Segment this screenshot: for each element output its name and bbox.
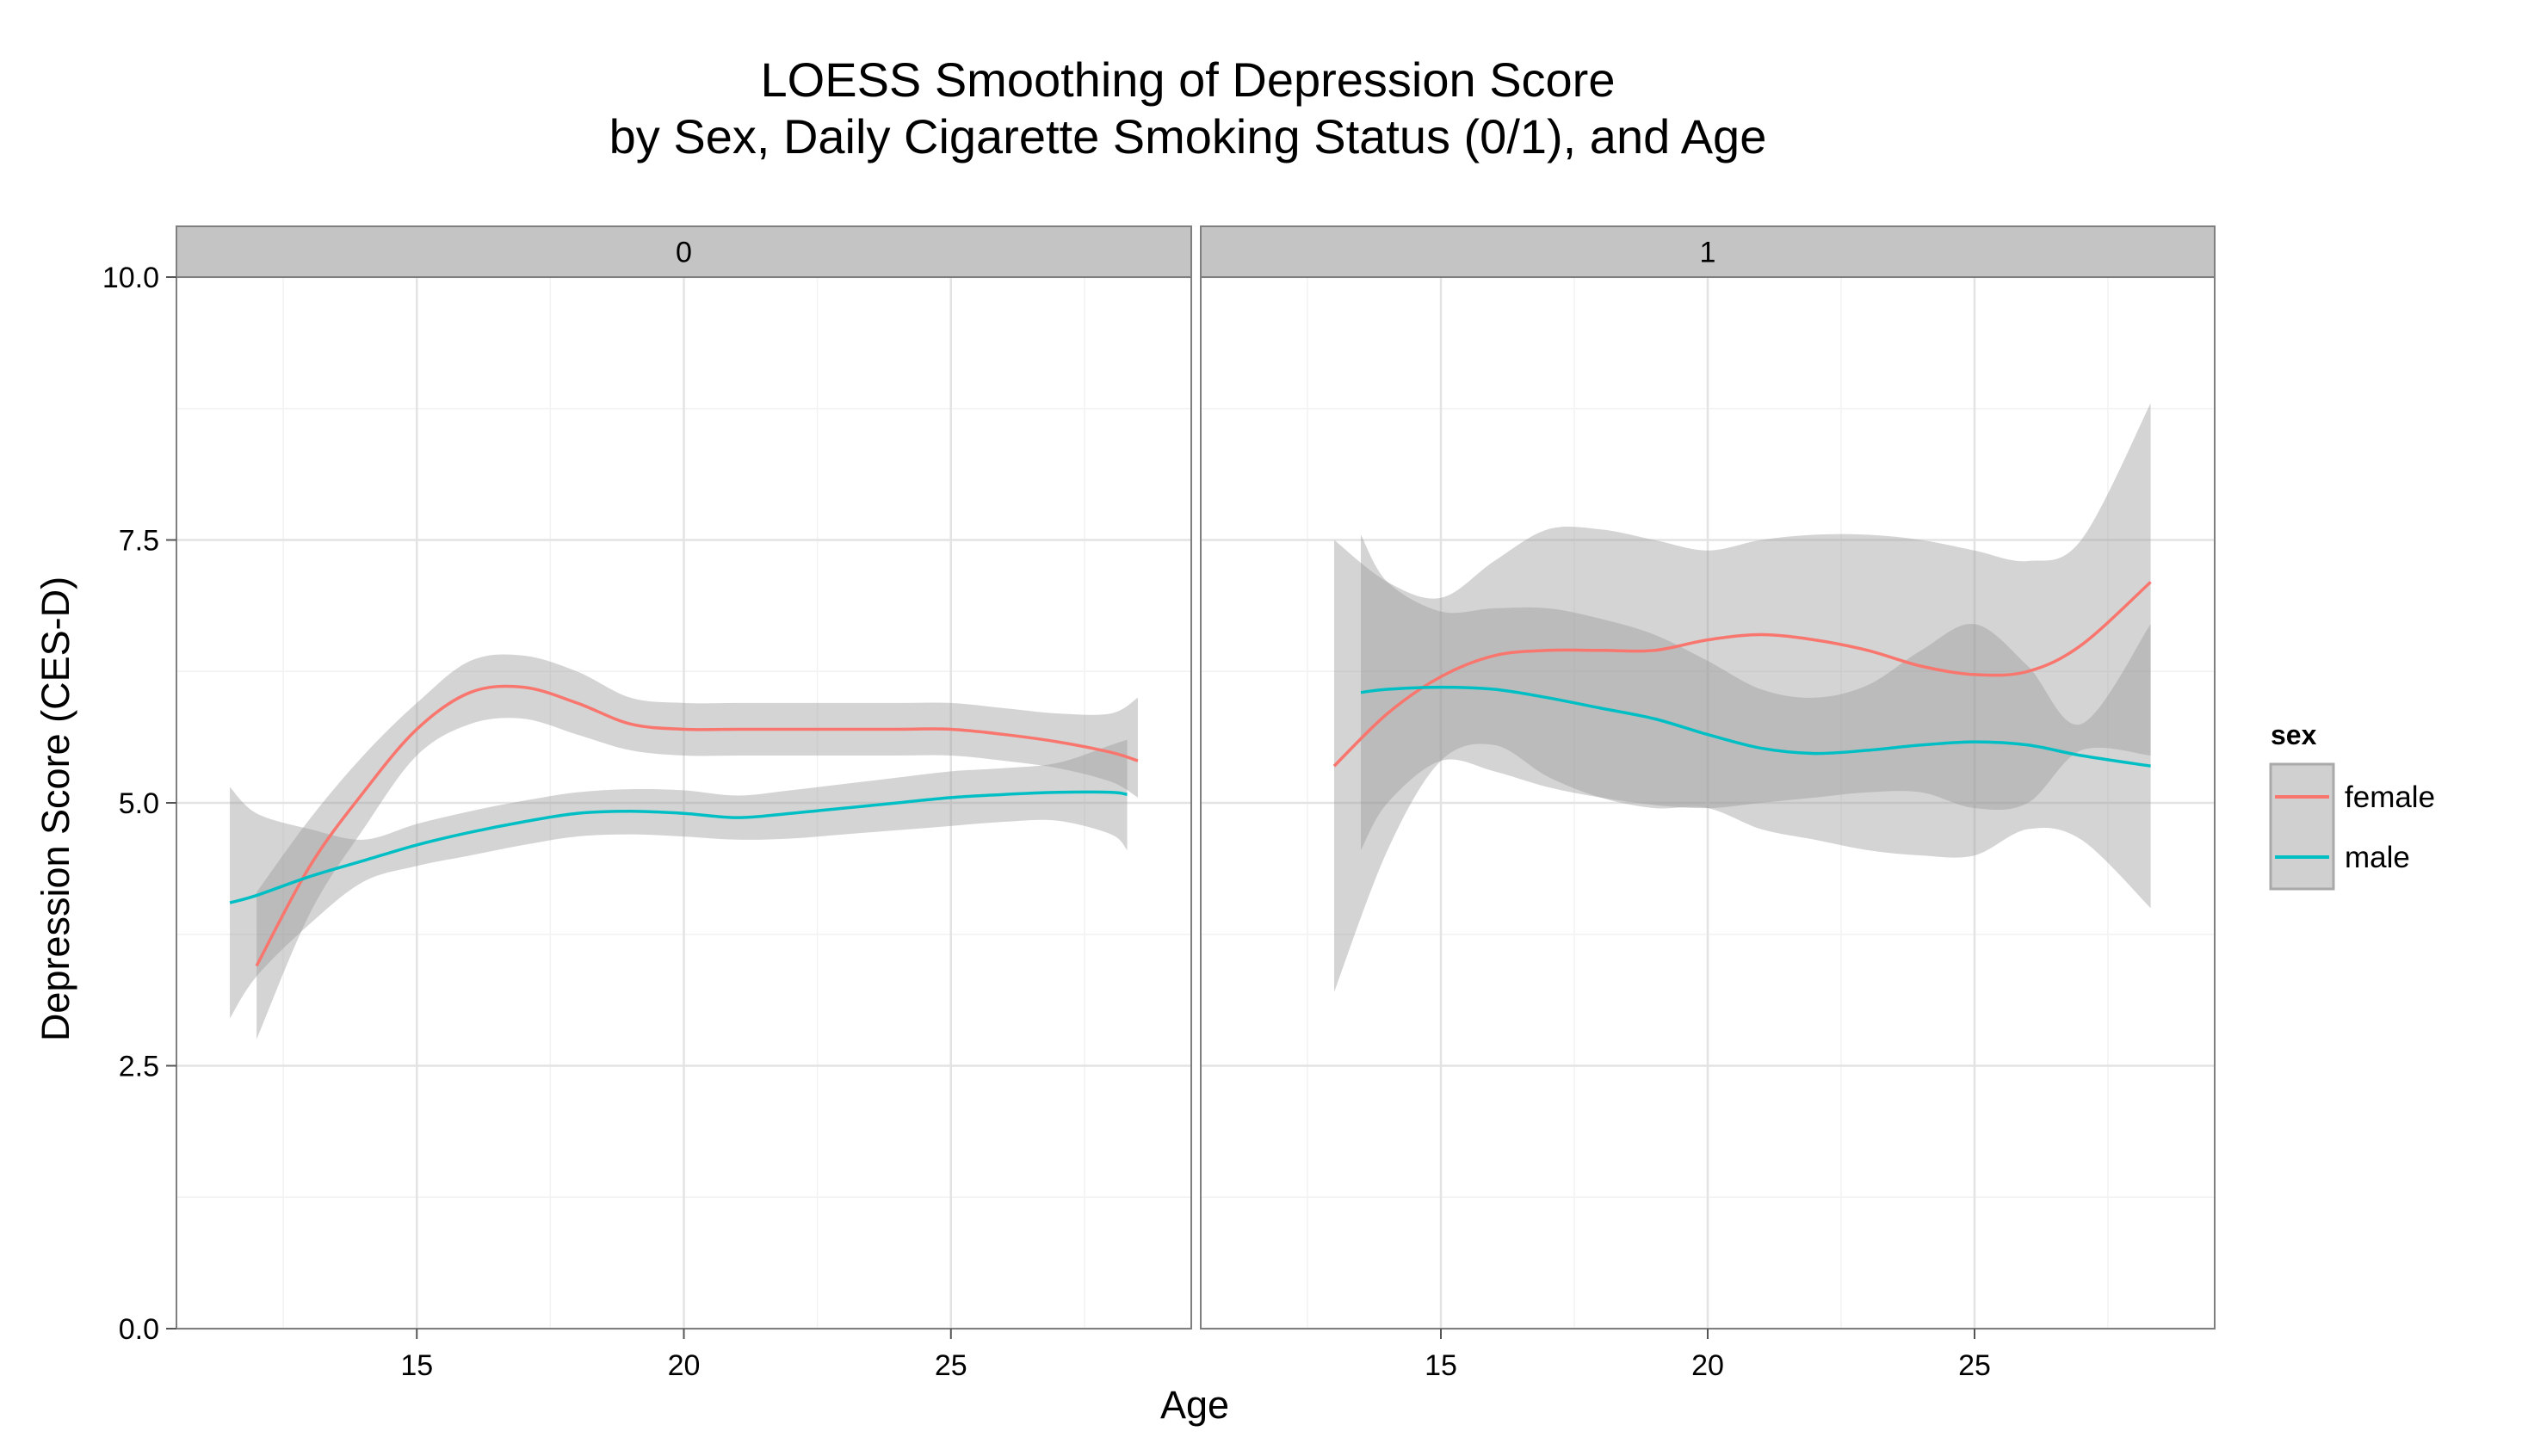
y-tick-label: 7.5 <box>119 525 159 558</box>
y-tick-label: 0.0 <box>119 1313 159 1346</box>
line-female <box>255 684 1139 967</box>
x-tick-label: 15 <box>400 1349 433 1382</box>
x-tick-label: 25 <box>1958 1349 1991 1382</box>
x-tick-label: 15 <box>1425 1349 1457 1382</box>
x-axis-label: Age <box>1160 1383 1229 1427</box>
legend-key-box <box>2269 762 2335 891</box>
legend-title: sex <box>2271 719 2317 750</box>
panel-0: 0 15 20 25 <box>176 225 1192 1382</box>
facet-strip <box>1200 225 2216 278</box>
x-tick-label: 25 <box>935 1349 967 1382</box>
chart-title-line-1: LOESS Smoothing of Depression Score <box>761 52 1616 107</box>
line-male <box>229 790 1128 904</box>
ribbon-female <box>1334 403 2151 992</box>
ribbon-male <box>1361 534 2151 850</box>
legend-label-male: male <box>2345 841 2410 874</box>
x-tick-label: 20 <box>1691 1349 1724 1382</box>
x-tick-label: 20 <box>668 1349 701 1382</box>
y-tick-label: 2.5 <box>119 1051 159 1083</box>
legend: sex female male <box>2269 719 2435 891</box>
facet-strip-label: 1 <box>1700 237 1716 269</box>
legend-label-female: female <box>2345 780 2435 814</box>
facet-strip <box>176 225 1192 278</box>
y-tick-label: 5.0 <box>119 787 159 820</box>
line-male <box>1360 685 2151 768</box>
y-axis-label: Depression Score (CES-D) <box>34 577 77 1041</box>
facet-strip-label: 0 <box>676 237 692 269</box>
y-tick-label: 10.0 <box>102 262 159 294</box>
ribbon-female <box>257 654 1138 1040</box>
facet-panels: 0 15 20 25 1 15 20 25 <box>176 225 2216 1382</box>
panel-1: 1 15 20 25 <box>1200 225 2216 1382</box>
chart-title-line-2: by Sex, Daily Cigarette Smoking Status (… <box>609 109 1767 163</box>
y-axis: 0.0 2.5 5.0 7.5 10.0 <box>102 262 176 1346</box>
ribbon-male <box>230 739 1128 1019</box>
line-female <box>1332 581 2152 768</box>
